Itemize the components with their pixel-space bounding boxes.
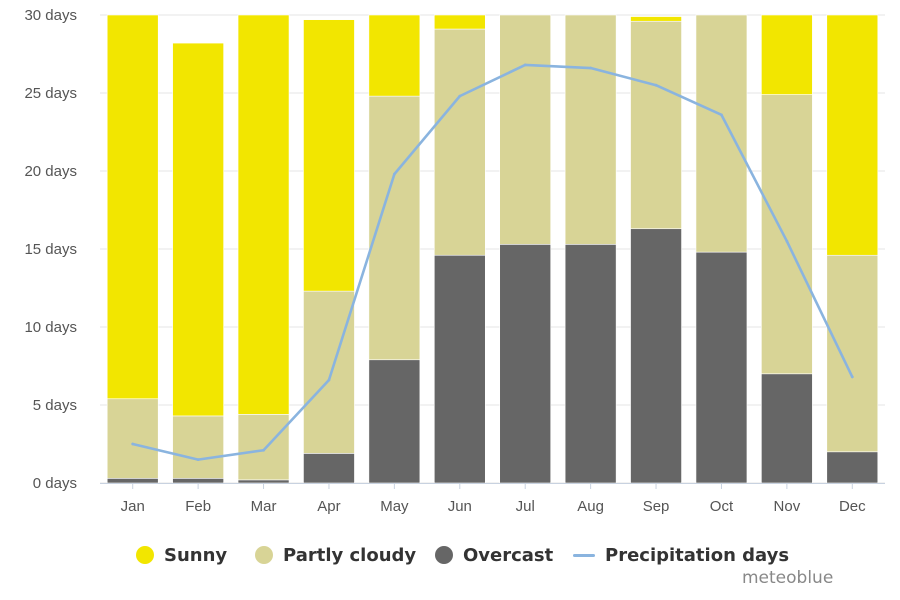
point-precipitation-days-dec[interactable] bbox=[850, 375, 854, 379]
bar-partly-cloudy-jun[interactable] bbox=[433, 28, 486, 256]
bar-sunny-mar[interactable] bbox=[237, 14, 290, 415]
legend-item-precipitation-days[interactable]: Precipitation days bbox=[573, 540, 789, 570]
x-tick-label: Aug bbox=[577, 498, 604, 515]
x-tick-label: Apr bbox=[317, 498, 340, 515]
bar-partly-cloudy-oct[interactable] bbox=[695, 14, 748, 253]
bar-sunny-apr[interactable] bbox=[303, 19, 355, 292]
point-precipitation-days-nov[interactable] bbox=[785, 239, 789, 243]
bar-sunny-jan[interactable] bbox=[106, 14, 159, 400]
y-tick-label: 25 days bbox=[24, 85, 77, 102]
bar-partly-cloudy-apr[interactable] bbox=[303, 290, 355, 454]
x-axis: Jan Feb Mar Apr May Jun Jul Aug Sep Oct Nov Dec bbox=[100, 483, 885, 515]
legend-sunny-label: Sunny bbox=[164, 544, 228, 566]
bar-overcast-mar[interactable] bbox=[237, 479, 290, 484]
legend-item-sunny[interactable]: Sunny bbox=[136, 540, 227, 570]
gridlines bbox=[100, 14, 885, 484]
x-tick-label: Jul bbox=[516, 498, 535, 515]
bar-overcast-feb[interactable] bbox=[172, 478, 224, 484]
point-precipitation-days-may[interactable] bbox=[392, 172, 396, 176]
bar-partly-cloudy-aug[interactable] bbox=[564, 14, 617, 245]
point-precipitation-days-mar[interactable] bbox=[262, 448, 265, 452]
bar-sunny-may[interactable] bbox=[368, 14, 421, 97]
bar-overcast-may[interactable] bbox=[368, 359, 421, 484]
y-axis: 0 days 5 days 10 days 15 days 20 days 25 days… bbox=[24, 7, 77, 492]
bar-overcast-dec[interactable] bbox=[826, 451, 879, 484]
x-tick-label: Sep bbox=[643, 498, 670, 515]
precipitation-days-line[interactable] bbox=[131, 63, 854, 461]
point-precipitation-days-oct[interactable] bbox=[720, 113, 723, 117]
bar-overcast-aug[interactable] bbox=[564, 244, 617, 484]
point-precipitation-days-jul[interactable] bbox=[523, 63, 527, 67]
bar-sunny-sep[interactable] bbox=[630, 16, 682, 22]
x-tick-label: Mar bbox=[251, 498, 277, 515]
bar-overcast-nov[interactable] bbox=[761, 373, 813, 484]
point-precipitation-days-sep[interactable] bbox=[654, 83, 658, 87]
x-tick-label: Feb bbox=[185, 498, 211, 515]
y-tick-label: 15 days bbox=[24, 241, 77, 258]
y-tick-label: 0 days bbox=[33, 475, 77, 492]
x-tick-label: Nov bbox=[774, 498, 801, 515]
bar-sunny-nov[interactable] bbox=[761, 14, 813, 95]
x-tick-label: Oct bbox=[710, 498, 734, 515]
point-precipitation-days-feb[interactable] bbox=[196, 458, 200, 461]
x-tick-label: Jan bbox=[121, 498, 145, 515]
legend-partly-cloudy-swatch bbox=[255, 546, 273, 564]
bar-overcast-jul[interactable] bbox=[499, 244, 552, 484]
legend-precipitation-swatch bbox=[573, 553, 595, 557]
bar-partly-cloudy-sep[interactable] bbox=[630, 20, 682, 230]
bar-overcast-oct[interactable] bbox=[695, 251, 748, 484]
bar-partly-cloudy-jul[interactable] bbox=[499, 14, 552, 245]
point-precipitation-days-aug[interactable] bbox=[589, 66, 593, 70]
legend-sunny-swatch bbox=[136, 546, 154, 564]
y-tick-label: 30 days bbox=[24, 7, 77, 24]
bar-sunny-dec[interactable] bbox=[826, 14, 879, 256]
legend-item-partly-cloudy[interactable]: Partly cloudy bbox=[255, 540, 416, 570]
bar-partly-cloudy-feb[interactable] bbox=[172, 415, 224, 479]
bar-overcast-apr[interactable] bbox=[303, 453, 355, 484]
bar-overcast-sep[interactable] bbox=[630, 228, 682, 484]
x-tick-label: Dec bbox=[839, 498, 866, 515]
bar-partly-cloudy-nov[interactable] bbox=[761, 94, 813, 375]
bar-partly-cloudy-mar[interactable] bbox=[237, 414, 290, 481]
bars bbox=[106, 14, 879, 484]
x-tick-label: Jun bbox=[448, 498, 472, 515]
legend-item-overcast[interactable]: Overcast bbox=[435, 540, 553, 570]
bar-overcast-jun[interactable] bbox=[433, 254, 486, 484]
bar-partly-cloudy-jan[interactable] bbox=[106, 398, 159, 479]
legend-overcast-swatch bbox=[435, 546, 453, 564]
x-tick-label: May bbox=[380, 498, 409, 515]
y-tick-label: 20 days bbox=[24, 163, 77, 180]
y-tick-label: 5 days bbox=[33, 397, 77, 414]
legend: Sunny Partly cloudy Overcast Precipitati… bbox=[0, 540, 900, 570]
legend-partly-cloudy-label: Partly cloudy bbox=[283, 544, 417, 566]
legend-precipitation-label: Precipitation days bbox=[605, 544, 790, 566]
point-precipitation-days-apr[interactable] bbox=[327, 378, 331, 382]
point-precipitation-days-jun[interactable] bbox=[458, 94, 462, 98]
legend-overcast-label: Overcast bbox=[463, 544, 554, 566]
bar-sunny-jun[interactable] bbox=[433, 14, 486, 30]
credit: meteoblue bbox=[742, 568, 834, 588]
bar-sunny-feb[interactable] bbox=[172, 42, 224, 417]
y-tick-label: 10 days bbox=[24, 319, 77, 336]
bar-partly-cloudy-dec[interactable] bbox=[826, 254, 879, 453]
precipitation-line-group bbox=[131, 63, 854, 461]
point-precipitation-days-jan[interactable] bbox=[131, 442, 135, 446]
bar-overcast-jan[interactable] bbox=[106, 478, 159, 484]
